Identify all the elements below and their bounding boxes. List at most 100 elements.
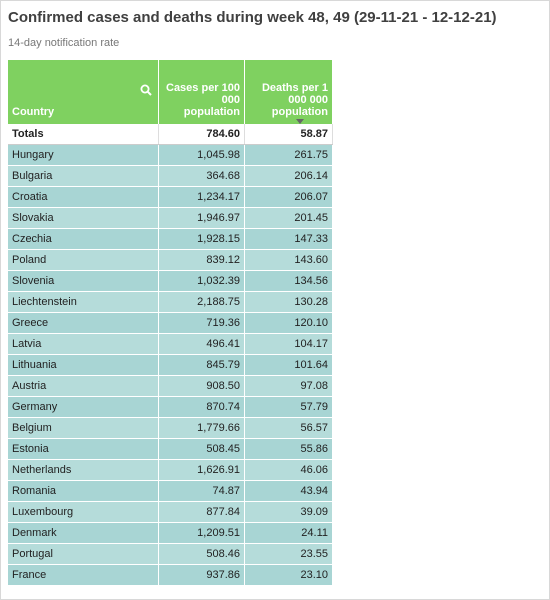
table-cell: 147.33 [244, 228, 333, 250]
table-cell: 1,234.17 [158, 186, 245, 208]
table-cell: Luxembourg [8, 501, 159, 523]
column-header[interactable]: Cases per 100 000 population [158, 60, 245, 124]
table-cell: 1,032.39 [158, 270, 245, 292]
search-glyph [140, 84, 152, 96]
table-row: Latvia 496.41 104.17 [8, 333, 333, 355]
table-row: Estonia 508.45 55.86 [8, 438, 333, 460]
table-cell: Portugal [8, 543, 159, 565]
table-cell: 55.86 [244, 438, 333, 460]
table-cell: 56.57 [244, 417, 333, 439]
table-cell: 1,626.91 [158, 459, 245, 481]
data-table: Country Cases per 100 000 population Death… [8, 60, 333, 586]
table-cell: 101.64 [244, 354, 333, 376]
table-cell: 1,045.98 [158, 144, 245, 166]
table-cell: 46.06 [244, 459, 333, 481]
table-cell: Denmark [8, 522, 159, 544]
table-cell: Lithuania [8, 354, 159, 376]
table-cell: 870.74 [158, 396, 245, 418]
table-cell: Austria [8, 375, 159, 397]
table-row: Germany 870.74 57.79 [8, 396, 333, 418]
table-cell: 23.55 [244, 543, 333, 565]
table-cell: Latvia [8, 333, 159, 355]
table-cell: 143.60 [244, 249, 333, 271]
table-cell: 839.12 [158, 249, 245, 271]
table-row: Croatia 1,234.17 206.07 [8, 186, 333, 208]
table-cell: 206.07 [244, 186, 333, 208]
table-cell: 1,779.66 [158, 417, 245, 439]
table-cell: 39.09 [244, 501, 333, 523]
column-header-text: Deaths per 1 000 000 population [261, 82, 328, 118]
table-cell: 1,928.15 [158, 228, 245, 250]
table-cell: Hungary [8, 144, 159, 166]
table-cell: Bulgaria [8, 165, 159, 187]
table-row: Luxembourg 877.84 39.09 [8, 501, 333, 523]
table-cell: Czechia [8, 228, 159, 250]
totals-row: Totals 784.60 58.87 [8, 119, 333, 145]
title: Confirmed cases and deaths during week 4… [8, 9, 497, 26]
column-header-text: Country [12, 106, 55, 118]
column-header[interactable]: Deaths per 1 000 000 population [244, 60, 333, 124]
table-row: Slovenia 1,032.39 134.56 [8, 270, 333, 292]
table-cell: Greece [8, 312, 159, 334]
totals-cell: 58.87 [244, 119, 333, 145]
totals-cell: 784.60 [158, 124, 245, 145]
table-body: Totals 784.60 58.87 Hungary 1,045.98 261.75 Bu… [8, 119, 333, 586]
table-cell: 719.36 [158, 312, 245, 334]
table-cell: 24.11 [244, 522, 333, 544]
table-cell: 130.28 [244, 291, 333, 313]
table-cell: 1,209.51 [158, 522, 245, 544]
table-row: Lithuania 845.79 101.64 [8, 354, 333, 376]
totals-text: Totals [12, 128, 44, 140]
table-cell: 877.84 [158, 501, 245, 523]
table-cell: 120.10 [244, 312, 333, 334]
table-cell: 1,946.97 [158, 207, 245, 229]
table-row: France 937.86 23.10 [8, 564, 333, 586]
table-cell: 97.08 [244, 375, 333, 397]
table-cell: Croatia [8, 186, 159, 208]
table-row: Denmark 1,209.51 24.11 [8, 522, 333, 544]
table-cell: 2,188.75 [158, 291, 245, 313]
table-cell: 508.45 [158, 438, 245, 460]
table-cell: 201.45 [244, 207, 333, 229]
table-row: Portugal 508.46 23.55 [8, 543, 333, 565]
totals-text: 58.87 [300, 128, 328, 140]
search-icon[interactable] [140, 84, 152, 99]
table-row: Austria 908.50 97.08 [8, 375, 333, 397]
table-row: Hungary 1,045.98 261.75 [8, 144, 333, 166]
table-cell: 206.14 [244, 165, 333, 187]
table-cell: 57.79 [244, 396, 333, 418]
table-cell: 134.56 [244, 270, 333, 292]
table-row: Bulgaria 364.68 206.14 [8, 165, 333, 187]
table-cell: 937.86 [158, 564, 245, 586]
table-cell: France [8, 564, 159, 586]
table-cell: 908.50 [158, 375, 245, 397]
table-cell: 43.94 [244, 480, 333, 502]
table-row: Slovakia 1,946.97 201.45 [8, 207, 333, 229]
table-cell: Belgium [8, 417, 159, 439]
subtitle: 14-day notification rate [8, 37, 120, 49]
table-row: Netherlands 1,626.91 46.06 [8, 459, 333, 481]
table-row: Czechia 1,928.15 147.33 [8, 228, 333, 250]
table-cell: 74.87 [158, 480, 245, 502]
table-cell: Romania [8, 480, 159, 502]
table-cell: 496.41 [158, 333, 245, 355]
table-cell: 364.68 [158, 165, 245, 187]
totals-cell: Totals [8, 124, 159, 145]
table-row: Romania 74.87 43.94 [8, 480, 333, 502]
table-row: Belgium 1,779.66 56.57 [8, 417, 333, 439]
table-cell: 845.79 [158, 354, 245, 376]
column-header-text: Cases per 100 000 population [166, 82, 240, 118]
table-cell: Slovakia [8, 207, 159, 229]
table-row: Liechtenstein 2,188.75 130.28 [8, 291, 333, 313]
table-cell: 23.10 [244, 564, 333, 586]
table-row: Greece 719.36 120.10 [8, 312, 333, 334]
table-cell: Liechtenstein [8, 291, 159, 313]
table-cell: Netherlands [8, 459, 159, 481]
table-cell: 261.75 [244, 144, 333, 166]
column-header[interactable]: Country [8, 60, 159, 124]
table-cell: 508.46 [158, 543, 245, 565]
table-cell: 104.17 [244, 333, 333, 355]
table-cell: Slovenia [8, 270, 159, 292]
table-row: Poland 839.12 143.60 [8, 249, 333, 271]
